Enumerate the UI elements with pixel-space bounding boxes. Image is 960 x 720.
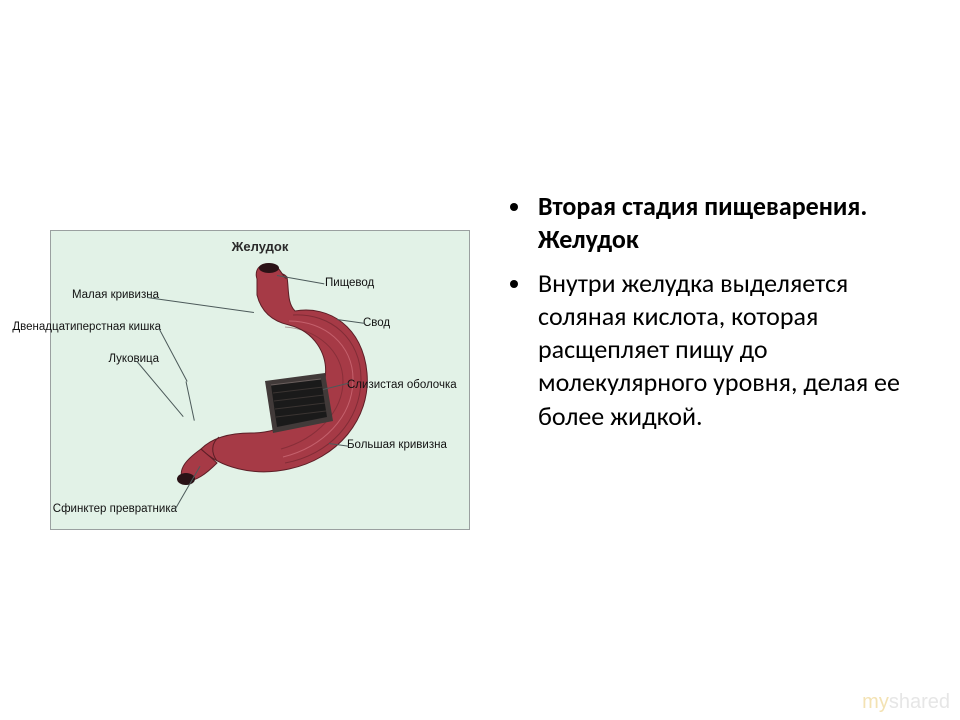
label-greater-curvature: Большая кривизна [347,439,447,451]
watermark-rest: shared [889,691,950,713]
figure-background: Желудок [51,231,469,529]
slide: Желудок [0,0,960,720]
watermark-prefix: my [862,691,889,713]
label-duodenum: Двенадцатиперстная кишка [11,321,161,333]
bullet-text: Вторая стадия пищеварения. Желудок [538,190,930,257]
label-pyloric-sphincter: Сфинктер превратника [37,503,177,515]
label-esophagus: Пищевод [325,277,374,289]
bullet-item: Внутри желудка выделяется соляная кислот… [510,267,930,433]
figure-title: Желудок [51,239,469,254]
bullet-icon [510,203,518,211]
bullet-item: Вторая стадия пищеварения. Желудок [510,190,930,257]
label-lesser-curvature: Малая кривизна [49,289,159,301]
mucosa-cutaway [259,371,337,437]
label-mucosa: Слизистая оболочка [347,379,457,391]
stomach-figure: Желудок [50,230,470,530]
label-fundus: Свод [363,317,390,329]
watermark: myshared [862,691,950,714]
bullet-text: Внутри желудка выделяется соляная кислот… [538,267,930,433]
text-content: Вторая стадия пищеварения. Желудок Внутр… [510,190,930,443]
label-bulb: Луковица [79,353,159,365]
bullet-icon [510,280,518,288]
